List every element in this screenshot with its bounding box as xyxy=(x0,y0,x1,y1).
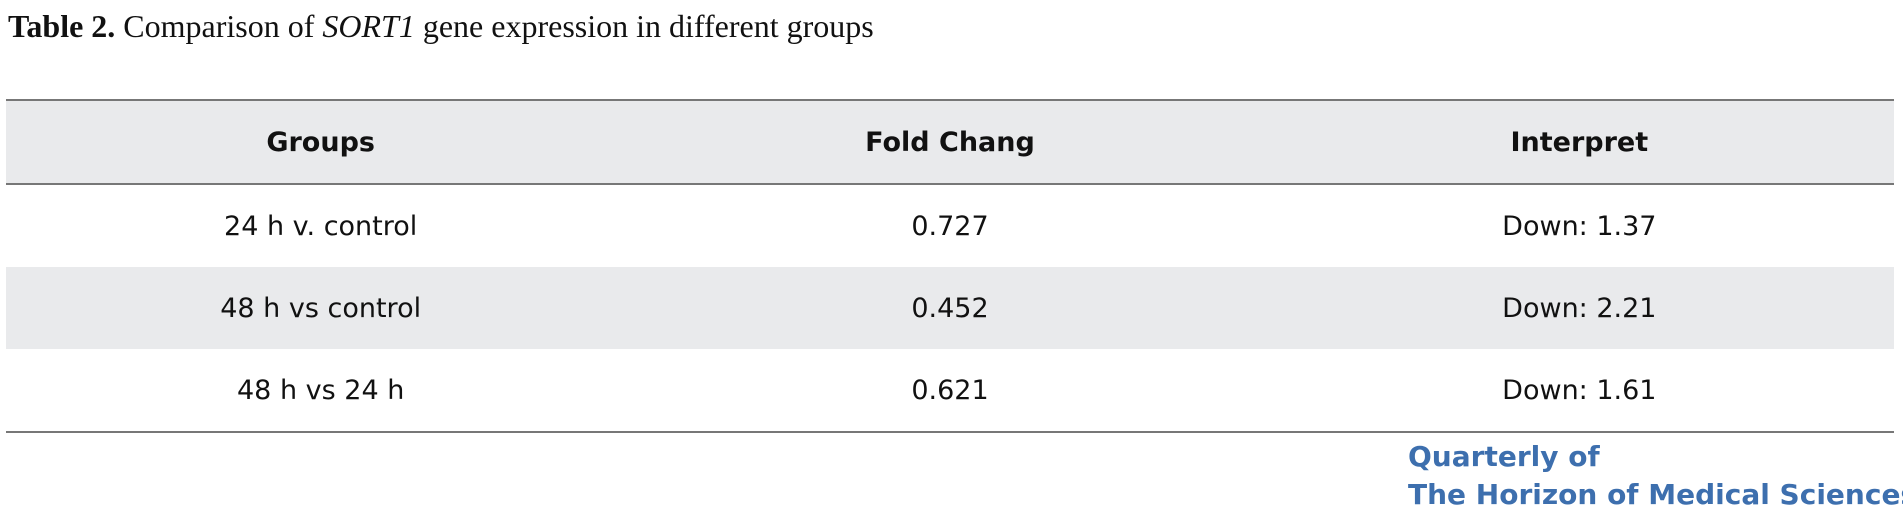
table-row: 48 h vs control 0.452 Down: 2.21 xyxy=(6,267,1894,349)
table-cell: 48 h vs 24 h xyxy=(237,374,405,406)
caption-label: Table 2. xyxy=(8,8,116,44)
column-header: Fold Chang xyxy=(865,126,1035,158)
table-row: 24 h v. control 0.727 Down: 1.37 xyxy=(6,184,1894,267)
table-cell: Down: 1.37 xyxy=(1502,210,1657,242)
table-row: 48 h vs 24 h 0.621 Down: 1.61 xyxy=(6,349,1894,432)
logo-line: Quarterly of xyxy=(1408,440,1600,473)
caption-text: gene expression in different groups xyxy=(414,8,874,44)
table-cell: 48 h vs control xyxy=(220,292,422,324)
logo-line: The Horizon of Medical Sciences xyxy=(1408,478,1903,511)
header-row: Groups Fold Chang Interpret xyxy=(6,100,1894,184)
journal-logo: Quarterly of The Horizon of Medical Scie… xyxy=(1408,438,1903,514)
table-cell: 0.452 xyxy=(911,292,989,324)
table-cell: 24 h v. control xyxy=(224,210,418,242)
table-cell: Down: 1.61 xyxy=(1502,374,1657,406)
column-header: Interpret xyxy=(1510,126,1649,158)
table-cell: 0.727 xyxy=(911,210,989,242)
gene-name: SORT1 xyxy=(322,8,415,44)
data-table: Groups Fold Chang Interpret 24 h v. contro… xyxy=(6,99,1894,433)
table-cell: Down: 2.21 xyxy=(1502,292,1657,324)
caption-text: Comparison of xyxy=(123,8,323,44)
column-header: Groups xyxy=(266,126,375,158)
table-cell: 0.621 xyxy=(911,374,989,406)
table-caption: Table 2. Comparison of SORT1 gene expres… xyxy=(8,8,874,45)
